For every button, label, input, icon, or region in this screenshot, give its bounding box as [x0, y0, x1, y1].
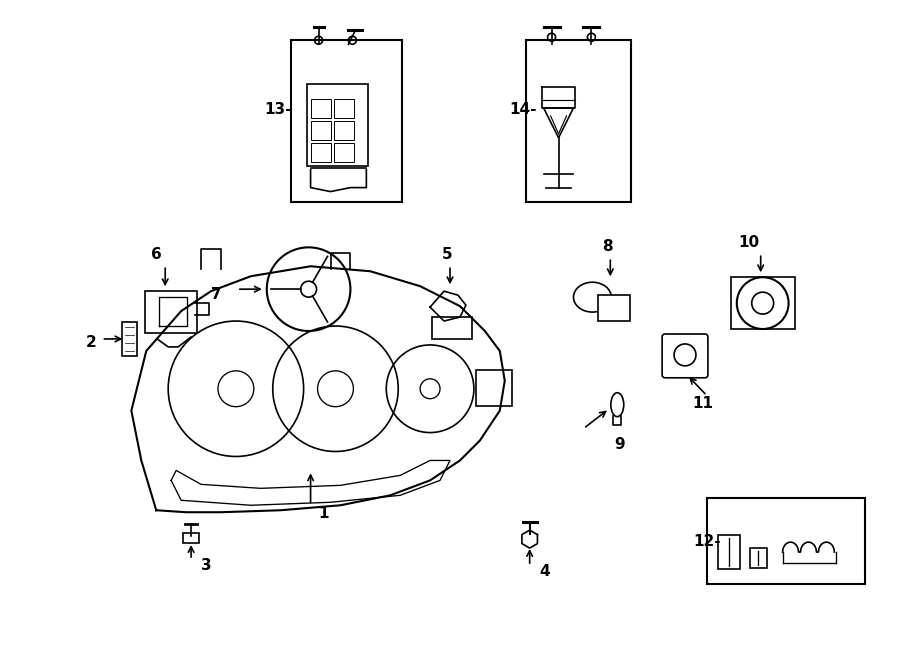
Text: 14-: 14-	[509, 102, 537, 117]
Text: 3: 3	[201, 558, 212, 573]
FancyBboxPatch shape	[335, 99, 355, 118]
Text: 5: 5	[442, 247, 453, 262]
Text: 12-: 12-	[693, 534, 721, 549]
FancyBboxPatch shape	[335, 143, 355, 162]
FancyBboxPatch shape	[432, 317, 472, 339]
FancyBboxPatch shape	[476, 370, 512, 406]
Text: 4: 4	[540, 564, 550, 579]
FancyBboxPatch shape	[598, 295, 630, 321]
Text: 8: 8	[602, 239, 613, 254]
FancyBboxPatch shape	[307, 84, 368, 166]
FancyBboxPatch shape	[335, 121, 355, 140]
FancyBboxPatch shape	[750, 548, 767, 568]
Text: 7: 7	[211, 287, 221, 302]
Text: 6: 6	[151, 247, 162, 262]
FancyBboxPatch shape	[706, 498, 865, 584]
FancyBboxPatch shape	[310, 143, 330, 162]
FancyBboxPatch shape	[718, 535, 740, 569]
FancyBboxPatch shape	[662, 334, 708, 378]
Text: 9: 9	[614, 436, 625, 451]
Text: 11: 11	[692, 396, 714, 410]
FancyBboxPatch shape	[310, 99, 330, 118]
FancyBboxPatch shape	[310, 121, 330, 140]
Text: 13-: 13-	[265, 102, 292, 117]
FancyBboxPatch shape	[122, 322, 138, 356]
FancyBboxPatch shape	[145, 291, 197, 333]
Text: 10: 10	[738, 235, 760, 251]
Text: 1: 1	[319, 506, 329, 522]
Text: 2: 2	[86, 335, 96, 350]
FancyBboxPatch shape	[731, 277, 795, 329]
FancyBboxPatch shape	[526, 40, 631, 202]
FancyBboxPatch shape	[291, 40, 402, 202]
FancyBboxPatch shape	[183, 533, 199, 543]
